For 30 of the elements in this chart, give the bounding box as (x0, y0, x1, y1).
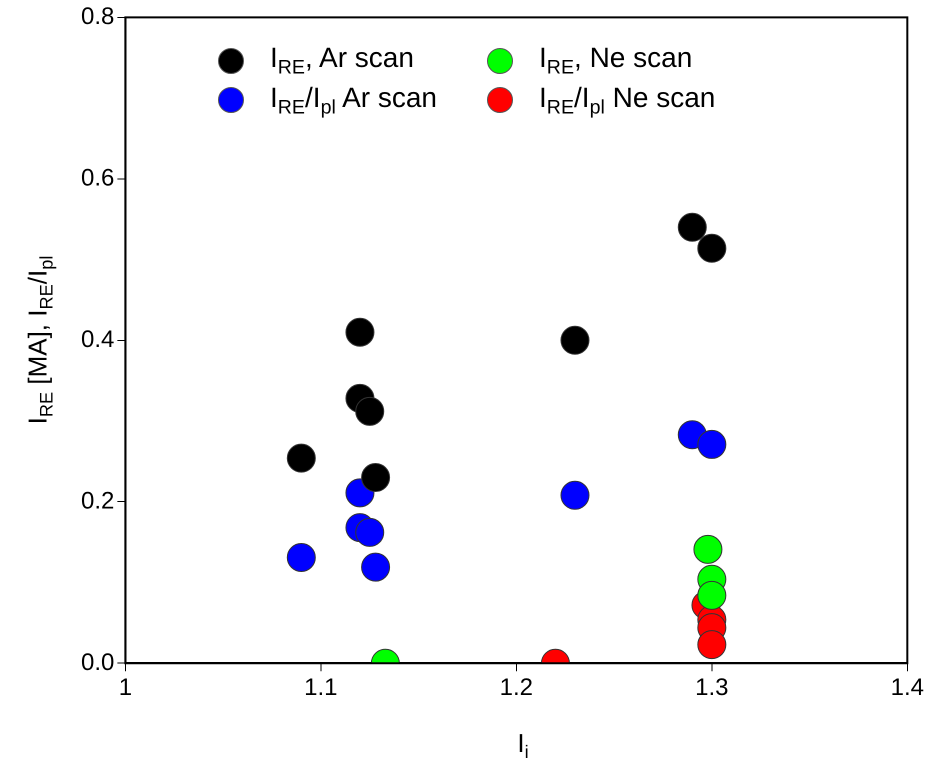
point (361, 463, 390, 492)
point (286, 542, 316, 572)
y-tick-label: 0.0 (80, 648, 114, 676)
x-tick-label: 1.2 (500, 674, 534, 702)
legend-label: I$_{RE}$, Ne scan (539, 42, 692, 80)
point (361, 552, 390, 582)
x-tick-label: 1.3 (695, 674, 729, 702)
point (697, 430, 726, 459)
point (697, 580, 726, 610)
y-tick-label: 0.4 (80, 326, 114, 353)
x-tick-label: 1.4 (890, 674, 924, 702)
x-axis-title: I$_{i}$ (517, 728, 529, 762)
x-tick-label: 1 (118, 674, 132, 702)
x-tick-label: 1.1 (304, 674, 338, 702)
point (345, 318, 374, 347)
point (286, 444, 316, 473)
point (678, 212, 707, 242)
point (355, 518, 384, 547)
point (355, 396, 384, 426)
point (560, 480, 590, 510)
legend-label: I$_{RE}$/I$_{pl}$ Ne scan (539, 82, 716, 120)
point (560, 326, 590, 355)
y-tick-label: 0.8 (80, 3, 114, 30)
y-tick-label: 0.2 (80, 487, 114, 514)
point (697, 630, 726, 660)
legend-label: I$_{RE}$/I$_{pl}$ Ar scan (270, 82, 438, 120)
y-tick-label: 0.6 (80, 164, 114, 192)
point (697, 234, 726, 263)
legend-label: I$_{RE}$, Ar scan (270, 42, 414, 80)
point (693, 534, 722, 564)
